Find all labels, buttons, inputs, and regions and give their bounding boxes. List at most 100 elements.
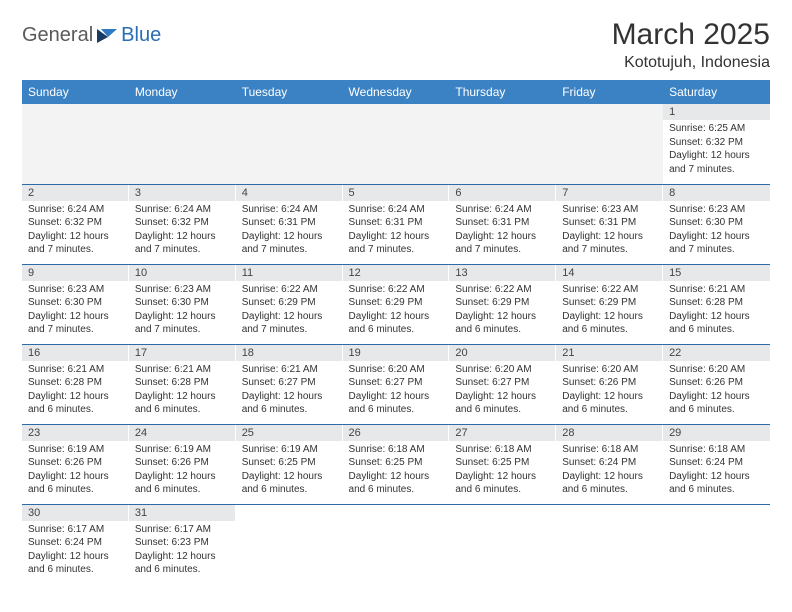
sunrise-text: Sunrise: 6:22 AM	[242, 283, 337, 297]
calendar-row: 30Sunrise: 6:17 AMSunset: 6:24 PMDayligh…	[22, 504, 770, 584]
weekday-header: Friday	[556, 80, 663, 104]
calendar-header-row: SundayMondayTuesdayWednesdayThursdayFrid…	[22, 80, 770, 104]
daylight-text: Daylight: 12 hours and 6 minutes.	[455, 390, 550, 417]
calendar-cell: 9Sunrise: 6:23 AMSunset: 6:30 PMDaylight…	[22, 264, 129, 344]
brand-blue: Blue	[121, 24, 161, 47]
day-details: Sunrise: 6:21 AMSunset: 6:28 PMDaylight:…	[129, 361, 236, 421]
sunset-text: Sunset: 6:24 PM	[562, 456, 657, 470]
day-number: 16	[22, 345, 129, 361]
calendar-cell: 5Sunrise: 6:24 AMSunset: 6:31 PMDaylight…	[343, 184, 450, 264]
daylight-text: Daylight: 12 hours and 6 minutes.	[135, 390, 230, 417]
month-title: March 2025	[612, 18, 770, 52]
daylight-text: Daylight: 12 hours and 6 minutes.	[28, 470, 123, 497]
calendar-cell: 6Sunrise: 6:24 AMSunset: 6:31 PMDaylight…	[449, 184, 556, 264]
calendar-empty-cell	[556, 104, 663, 184]
calendar-body: 1Sunrise: 6:25 AMSunset: 6:32 PMDaylight…	[22, 104, 770, 584]
day-details: Sunrise: 6:19 AMSunset: 6:25 PMDaylight:…	[236, 441, 343, 501]
brand-general: General	[22, 24, 93, 47]
sunrise-text: Sunrise: 6:22 AM	[455, 283, 550, 297]
day-details: Sunrise: 6:20 AMSunset: 6:27 PMDaylight:…	[449, 361, 556, 421]
sunrise-text: Sunrise: 6:20 AM	[562, 363, 657, 377]
sunrise-text: Sunrise: 6:21 AM	[28, 363, 123, 377]
day-number: 11	[236, 265, 343, 281]
daylight-text: Daylight: 12 hours and 6 minutes.	[562, 470, 657, 497]
daylight-text: Daylight: 12 hours and 6 minutes.	[135, 550, 230, 577]
sunset-text: Sunset: 6:27 PM	[349, 376, 444, 390]
day-number: 4	[236, 185, 343, 201]
day-details: Sunrise: 6:22 AMSunset: 6:29 PMDaylight:…	[556, 281, 663, 341]
day-number: 30	[22, 505, 129, 521]
calendar-cell: 4Sunrise: 6:24 AMSunset: 6:31 PMDaylight…	[236, 184, 343, 264]
sunset-text: Sunset: 6:32 PM	[135, 216, 230, 230]
day-number: 7	[556, 185, 663, 201]
sunrise-text: Sunrise: 6:20 AM	[455, 363, 550, 377]
daylight-text: Daylight: 12 hours and 6 minutes.	[455, 470, 550, 497]
calendar-empty-cell	[556, 504, 663, 584]
sunrise-text: Sunrise: 6:18 AM	[562, 443, 657, 457]
sunset-text: Sunset: 6:26 PM	[562, 376, 657, 390]
sunset-text: Sunset: 6:26 PM	[135, 456, 230, 470]
day-details: Sunrise: 6:17 AMSunset: 6:23 PMDaylight:…	[129, 521, 236, 581]
day-number: 31	[129, 505, 236, 521]
sunrise-text: Sunrise: 6:23 AM	[135, 283, 230, 297]
day-details: Sunrise: 6:22 AMSunset: 6:29 PMDaylight:…	[343, 281, 450, 341]
sunrise-text: Sunrise: 6:21 AM	[242, 363, 337, 377]
sunset-text: Sunset: 6:23 PM	[135, 536, 230, 550]
calendar-cell: 20Sunrise: 6:20 AMSunset: 6:27 PMDayligh…	[449, 344, 556, 424]
day-details: Sunrise: 6:21 AMSunset: 6:28 PMDaylight:…	[663, 281, 770, 341]
day-number: 19	[343, 345, 450, 361]
sunrise-text: Sunrise: 6:18 AM	[455, 443, 550, 457]
sunset-text: Sunset: 6:28 PM	[28, 376, 123, 390]
sunset-text: Sunset: 6:28 PM	[669, 296, 764, 310]
sunrise-text: Sunrise: 6:23 AM	[28, 283, 123, 297]
sunset-text: Sunset: 6:25 PM	[455, 456, 550, 470]
day-details: Sunrise: 6:25 AMSunset: 6:32 PMDaylight:…	[663, 120, 770, 180]
calendar-cell: 31Sunrise: 6:17 AMSunset: 6:23 PMDayligh…	[129, 504, 236, 584]
sunrise-text: Sunrise: 6:20 AM	[669, 363, 764, 377]
day-number: 22	[663, 345, 770, 361]
sunrise-text: Sunrise: 6:24 AM	[242, 203, 337, 217]
weekday-header: Sunday	[22, 80, 129, 104]
day-details: Sunrise: 6:20 AMSunset: 6:27 PMDaylight:…	[343, 361, 450, 421]
daylight-text: Daylight: 12 hours and 6 minutes.	[349, 470, 444, 497]
day-details: Sunrise: 6:17 AMSunset: 6:24 PMDaylight:…	[22, 521, 129, 581]
weekday-header: Monday	[129, 80, 236, 104]
day-details: Sunrise: 6:23 AMSunset: 6:30 PMDaylight:…	[129, 281, 236, 341]
day-number: 27	[449, 425, 556, 441]
calendar-cell: 22Sunrise: 6:20 AMSunset: 6:26 PMDayligh…	[663, 344, 770, 424]
daylight-text: Daylight: 12 hours and 7 minutes.	[135, 230, 230, 257]
sunset-text: Sunset: 6:24 PM	[669, 456, 764, 470]
day-number: 9	[22, 265, 129, 281]
sunset-text: Sunset: 6:26 PM	[28, 456, 123, 470]
day-details: Sunrise: 6:21 AMSunset: 6:27 PMDaylight:…	[236, 361, 343, 421]
sunrise-text: Sunrise: 6:24 AM	[349, 203, 444, 217]
day-details: Sunrise: 6:23 AMSunset: 6:30 PMDaylight:…	[22, 281, 129, 341]
sunset-text: Sunset: 6:30 PM	[135, 296, 230, 310]
day-details: Sunrise: 6:20 AMSunset: 6:26 PMDaylight:…	[556, 361, 663, 421]
daylight-text: Daylight: 12 hours and 7 minutes.	[349, 230, 444, 257]
day-number: 24	[129, 425, 236, 441]
daylight-text: Daylight: 12 hours and 6 minutes.	[455, 310, 550, 337]
sunset-text: Sunset: 6:27 PM	[242, 376, 337, 390]
calendar-cell: 26Sunrise: 6:18 AMSunset: 6:25 PMDayligh…	[343, 424, 450, 504]
sunrise-text: Sunrise: 6:18 AM	[669, 443, 764, 457]
calendar-cell: 15Sunrise: 6:21 AMSunset: 6:28 PMDayligh…	[663, 264, 770, 344]
daylight-text: Daylight: 12 hours and 6 minutes.	[669, 470, 764, 497]
weekday-header: Thursday	[449, 80, 556, 104]
day-number: 25	[236, 425, 343, 441]
calendar-cell: 14Sunrise: 6:22 AMSunset: 6:29 PMDayligh…	[556, 264, 663, 344]
calendar-empty-cell	[236, 104, 343, 184]
sunset-text: Sunset: 6:24 PM	[28, 536, 123, 550]
day-details: Sunrise: 6:18 AMSunset: 6:24 PMDaylight:…	[663, 441, 770, 501]
day-number: 10	[129, 265, 236, 281]
day-details: Sunrise: 6:21 AMSunset: 6:28 PMDaylight:…	[22, 361, 129, 421]
sunrise-text: Sunrise: 6:17 AM	[135, 523, 230, 537]
calendar-cell: 12Sunrise: 6:22 AMSunset: 6:29 PMDayligh…	[343, 264, 450, 344]
day-number: 13	[449, 265, 556, 281]
sunset-text: Sunset: 6:29 PM	[455, 296, 550, 310]
daylight-text: Daylight: 12 hours and 6 minutes.	[349, 310, 444, 337]
day-number: 3	[129, 185, 236, 201]
day-details: Sunrise: 6:24 AMSunset: 6:31 PMDaylight:…	[236, 201, 343, 261]
sunset-text: Sunset: 6:28 PM	[135, 376, 230, 390]
calendar-cell: 29Sunrise: 6:18 AMSunset: 6:24 PMDayligh…	[663, 424, 770, 504]
